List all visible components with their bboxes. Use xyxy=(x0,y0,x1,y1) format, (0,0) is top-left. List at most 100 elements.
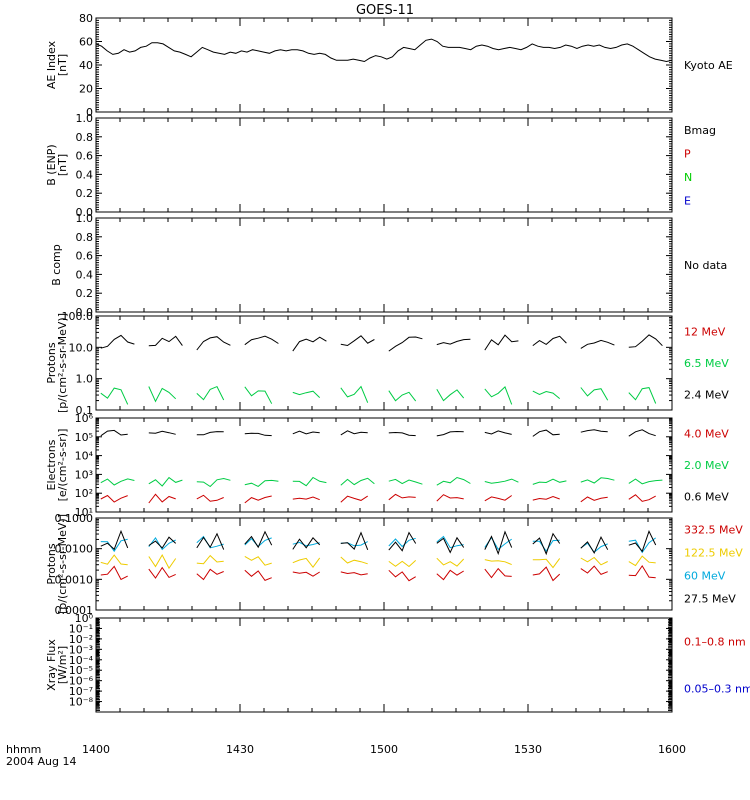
panel-frame xyxy=(95,117,673,213)
y-tick-label: 0.8 xyxy=(76,131,94,144)
chart-title: GOES-11 xyxy=(356,3,414,18)
y-tick-label: 0.2 xyxy=(76,187,94,200)
series-segment xyxy=(244,479,279,487)
series-segment xyxy=(436,476,471,486)
series-segment xyxy=(244,555,272,566)
x-tick-label: 1500 xyxy=(370,743,398,756)
y-tick-label: 1.0 xyxy=(76,112,94,125)
series-segment xyxy=(244,432,272,437)
y-tick-label: 0.4 xyxy=(76,168,94,181)
y-axis-label: Protons xyxy=(45,543,58,584)
series-segment xyxy=(340,385,369,403)
series-segment xyxy=(388,560,417,568)
y-tick-label: 10⁻⁸ xyxy=(69,696,94,709)
series-segment xyxy=(196,532,225,550)
y-tick-label: 60 xyxy=(79,36,93,49)
legend-entry: 4.0 MeV xyxy=(684,428,729,441)
series-segment xyxy=(196,385,225,401)
series-segment xyxy=(148,335,183,347)
series-segment xyxy=(484,567,512,579)
series-segment xyxy=(484,386,513,405)
y-tick-label: 10⁻⁷ xyxy=(69,685,93,698)
series-segment xyxy=(532,566,561,582)
series-segment xyxy=(436,338,471,346)
y-tick-label: 0.2 xyxy=(76,287,94,300)
series-segment xyxy=(100,494,128,503)
y-tick-label: 0.0 xyxy=(76,306,94,319)
series-segment xyxy=(292,390,321,398)
series-segment xyxy=(532,478,567,485)
series-segment xyxy=(244,335,279,346)
series-segment xyxy=(100,554,128,566)
series-segment xyxy=(436,494,464,502)
y-tick-label: 0.8 xyxy=(76,231,94,244)
y-tick-label: 20 xyxy=(79,83,93,96)
panel-frame xyxy=(95,315,673,411)
series-segment xyxy=(244,530,273,549)
series-segment xyxy=(628,555,656,567)
legend-entry: E xyxy=(684,194,691,207)
series-segment xyxy=(436,557,465,567)
legend-entry: N xyxy=(684,171,692,184)
y-tick-label: 0.6 xyxy=(76,250,94,263)
legend-entry: 27.5 MeV xyxy=(684,593,736,606)
legend-entry: 2.4 MeV xyxy=(684,388,729,401)
y-axis-label: B comp xyxy=(50,244,63,286)
y-tick-label: 10⁰ xyxy=(75,612,94,625)
series-segment xyxy=(292,336,327,352)
panel-bfield: 0.0 0.2 0.4 0.6 0.8 1.0 B (ENP)[nT] Bmag PNE xyxy=(45,112,716,219)
panel-frame xyxy=(95,517,673,611)
panel-bcomp: 0.0 0.2 0.4 0.6 0.8 1.0 B comp No data xyxy=(50,212,727,319)
y-tick-label: 0.4 xyxy=(76,268,94,281)
series-segment xyxy=(628,537,656,554)
series-segment xyxy=(148,430,176,435)
legend-entry: 60 MeV xyxy=(684,570,726,583)
series-segment xyxy=(580,496,608,503)
series-segment xyxy=(532,532,561,556)
series-segment xyxy=(148,493,176,504)
y-tick-label: 10⁻⁴ xyxy=(69,654,94,667)
y-axis-label: [nT] xyxy=(56,54,69,76)
series-segment xyxy=(580,429,608,433)
series-segment xyxy=(148,566,176,579)
y-tick-label: 10⁻¹ xyxy=(69,622,93,635)
series-segment xyxy=(580,339,615,349)
x-tick-label: 1530 xyxy=(514,743,542,756)
series-segment xyxy=(580,477,615,484)
series-segment xyxy=(388,537,416,548)
series-segment xyxy=(340,556,368,565)
series-segment xyxy=(196,568,224,581)
series-segment xyxy=(580,565,608,576)
y-tick-label: 10⁻⁵ xyxy=(69,664,93,677)
series-segment xyxy=(628,494,656,502)
legend-entry: 12 MeV xyxy=(684,326,726,339)
series-segment xyxy=(628,564,656,579)
legend-entry: 122.5 MeV xyxy=(684,547,743,560)
y-tick-label: 10⁻³ xyxy=(69,643,93,656)
y-tick-label: 10³ xyxy=(75,468,93,481)
series-segment xyxy=(388,390,417,402)
y-tick-label: 10¹ xyxy=(75,506,93,519)
series-segment xyxy=(292,557,321,569)
series-segment xyxy=(532,495,560,501)
panel-frame xyxy=(95,617,673,713)
series-segment xyxy=(292,476,327,487)
series-segment xyxy=(484,530,513,556)
series-segment xyxy=(532,558,561,569)
series-segment xyxy=(244,569,272,582)
series-segment xyxy=(148,553,177,570)
legend-entry: 0.6 MeV xyxy=(684,490,729,503)
legend-entry: Kyoto AE xyxy=(684,59,733,72)
series-segment xyxy=(628,387,657,404)
series-segment xyxy=(532,335,567,347)
series-segment xyxy=(100,565,128,581)
series-segment xyxy=(628,429,656,437)
series-segment xyxy=(340,430,368,436)
date-label: 2004 Aug 14 xyxy=(6,755,76,768)
y-tick-label: 10² xyxy=(75,487,93,500)
series-segment xyxy=(196,554,224,565)
y-axis-label: Protons xyxy=(45,342,58,383)
y-tick-label: 0.6 xyxy=(76,150,94,163)
legend-entry: 6.5 MeV xyxy=(684,357,729,370)
